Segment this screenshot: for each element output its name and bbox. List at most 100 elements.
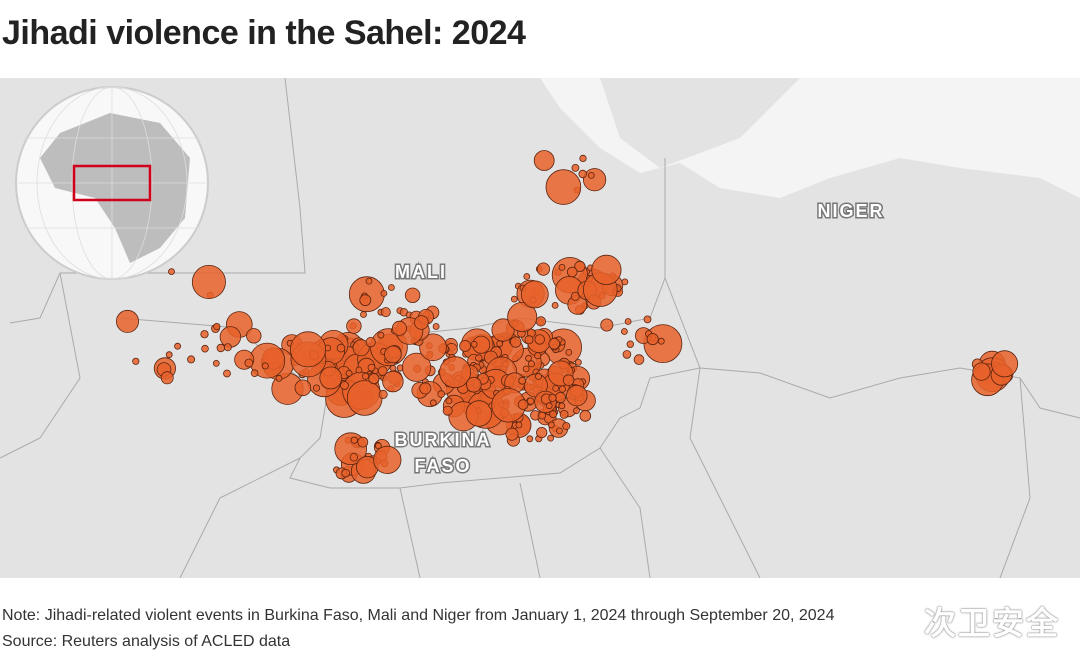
- event-dot: [621, 278, 629, 286]
- inset-globe: [15, 86, 209, 280]
- event-dot: [536, 426, 548, 439]
- source: Source: Reuters analysis of ACLED data: [2, 633, 291, 650]
- event-dot: [312, 384, 321, 392]
- event-dot: [582, 168, 607, 192]
- event-dot: [626, 340, 634, 348]
- event-dot: [578, 169, 587, 179]
- note: Note: Jihadi-related violent events in B…: [2, 607, 835, 624]
- event-dot: [545, 169, 582, 205]
- country-label: MALI: [395, 262, 447, 282]
- event-dot: [384, 345, 402, 364]
- event-dot: [600, 318, 614, 332]
- event-dot: [174, 342, 182, 350]
- event-dot: [558, 385, 567, 393]
- event-dot: [365, 336, 376, 348]
- event-dot: [419, 382, 432, 395]
- event-dot: [505, 427, 519, 441]
- event-dot: [566, 266, 578, 278]
- event-dot: [633, 354, 645, 365]
- event-dot: [538, 411, 547, 420]
- event-dot: [510, 336, 522, 348]
- event-dot: [223, 343, 232, 352]
- event-dot: [570, 291, 580, 301]
- title: Jihadi violence in the Sahel: 2024: [2, 14, 526, 52]
- event-dot: [357, 436, 369, 448]
- event-dot: [562, 374, 575, 387]
- country-label: BURKINA: [395, 430, 492, 450]
- event-dot: [515, 421, 523, 429]
- event-dot: [574, 260, 586, 272]
- event-dot: [380, 289, 388, 297]
- event-dot: [579, 410, 592, 422]
- event-dot: [401, 352, 432, 382]
- event-dot: [566, 384, 588, 407]
- event-dot: [360, 311, 367, 318]
- event-dot: [547, 421, 555, 429]
- event-dot: [522, 365, 530, 373]
- event-dot: [534, 352, 542, 360]
- event-dot: [445, 397, 453, 405]
- event-dot: [168, 268, 175, 276]
- event-dot: [621, 328, 628, 335]
- event-dot: [359, 294, 372, 307]
- event-dot: [352, 339, 370, 357]
- event-dot: [378, 389, 388, 399]
- event-dot: [212, 359, 220, 367]
- event-dot: [507, 301, 538, 332]
- map: MALI NIGER BURKINA FASO: [0, 78, 1080, 578]
- event-dot: [365, 277, 373, 285]
- event-dot: [219, 326, 242, 348]
- event-dot: [213, 323, 221, 331]
- event-dot: [548, 393, 557, 402]
- event-dot: [643, 315, 652, 324]
- event-dot: [527, 397, 535, 405]
- event-dot: [558, 263, 566, 271]
- event-dot: [442, 405, 453, 416]
- watermark: 次卫安全: [923, 605, 1060, 641]
- event-dot: [465, 376, 482, 393]
- event-dot: [432, 323, 440, 330]
- event-dot: [223, 369, 231, 378]
- event-dot: [336, 343, 346, 353]
- event-dot: [575, 358, 582, 366]
- event-dot: [200, 330, 209, 339]
- event-dot: [350, 436, 358, 444]
- event-dot: [246, 328, 262, 344]
- event-dot: [491, 318, 515, 342]
- event-dot: [523, 273, 531, 280]
- event-dot: [549, 410, 557, 419]
- event-dot: [377, 331, 385, 339]
- event-dot: [562, 422, 571, 431]
- event-dot: [368, 373, 380, 385]
- event-dot: [355, 366, 363, 374]
- event-dot: [380, 307, 391, 318]
- event-dot: [373, 445, 402, 474]
- event-dot: [622, 350, 632, 359]
- event-dot: [518, 376, 527, 385]
- event-dot: [536, 262, 551, 276]
- event-dot: [565, 348, 573, 356]
- event-dot: [547, 434, 554, 442]
- event-dot: [187, 355, 196, 364]
- event-dot: [573, 407, 580, 415]
- event-dot: [579, 154, 587, 163]
- event-dot: [591, 254, 622, 285]
- event-dot: [470, 340, 478, 348]
- event-dot: [261, 362, 269, 370]
- event-dot: [520, 280, 549, 309]
- event-dot: [534, 334, 545, 345]
- event-dot: [289, 331, 326, 368]
- northern-area: [540, 78, 1080, 198]
- event-dot: [346, 380, 383, 416]
- event-dot: [551, 301, 559, 309]
- event-dot: [646, 333, 659, 346]
- event-dot: [587, 172, 595, 179]
- event-dot: [250, 369, 259, 378]
- event-dot: [556, 427, 563, 435]
- event-dot: [419, 333, 447, 362]
- event-dot: [535, 316, 547, 327]
- event-dots: [116, 150, 1019, 484]
- event-dot: [244, 358, 254, 368]
- event-dot: [429, 399, 437, 407]
- event-dot: [191, 264, 226, 299]
